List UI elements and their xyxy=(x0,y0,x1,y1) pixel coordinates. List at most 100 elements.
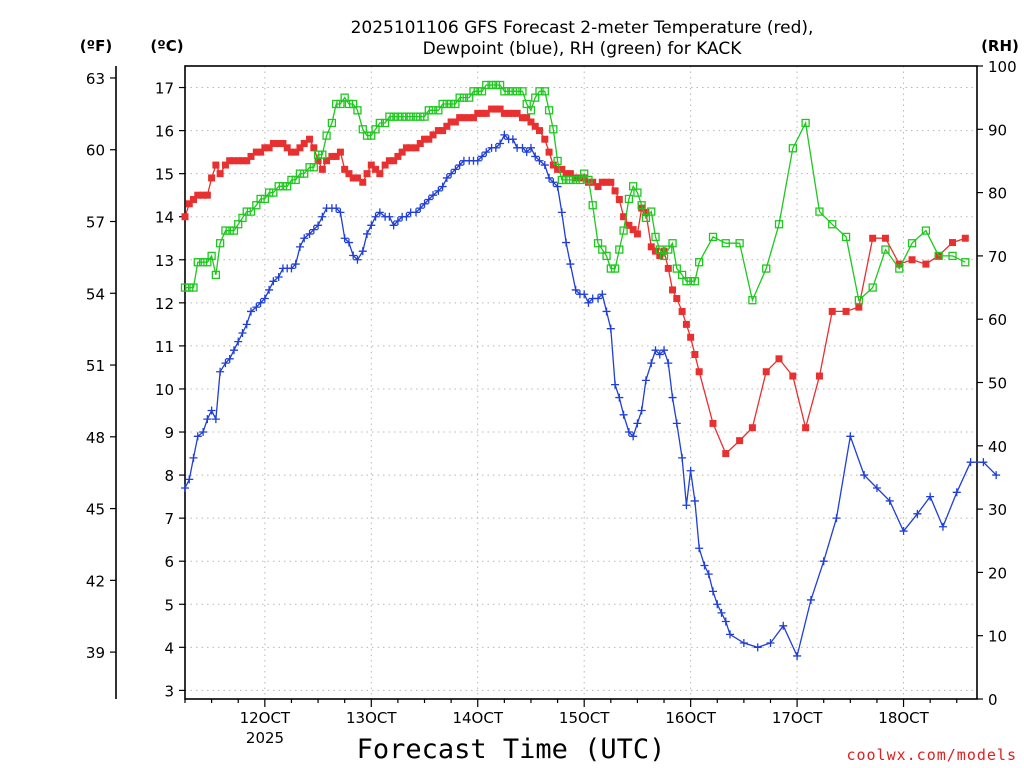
dewpoint-point xyxy=(846,432,855,441)
temperature-point xyxy=(456,114,464,122)
dewpoint-point xyxy=(584,298,593,307)
dewpoint-point xyxy=(491,143,500,152)
temperature-point xyxy=(709,419,717,427)
rh-point xyxy=(495,80,505,90)
dewpoint-point xyxy=(806,595,815,604)
temperature-point xyxy=(594,183,602,191)
dewpoint-point xyxy=(682,501,691,510)
dewpoint-point xyxy=(571,285,580,294)
dewpoint-point xyxy=(189,453,198,462)
rh-point xyxy=(602,251,611,261)
dewpoint-point xyxy=(185,475,194,484)
dewpoint-point xyxy=(860,471,869,480)
temperature-point xyxy=(762,368,770,376)
dewpoint-point xyxy=(678,453,687,462)
rh-point xyxy=(522,99,531,109)
rh-point xyxy=(512,87,522,96)
temperature-point xyxy=(492,105,500,113)
temperature-point xyxy=(908,256,916,264)
rh-point xyxy=(380,118,390,128)
temperature-point xyxy=(181,213,189,221)
temperature-point xyxy=(633,230,641,238)
temperature-point xyxy=(691,351,699,359)
dewpoint-point xyxy=(447,169,456,178)
rh-point xyxy=(451,99,460,109)
dewpoint-point xyxy=(193,432,202,441)
temperature-point xyxy=(842,307,850,315)
temperature-point xyxy=(500,109,508,117)
rh-point xyxy=(672,264,681,273)
dewpoint-point xyxy=(700,561,709,570)
dewpoint-point xyxy=(832,514,841,523)
dewpoint-point xyxy=(655,350,664,359)
dewpoint-point xyxy=(274,273,283,281)
rh-point xyxy=(774,220,784,229)
rh-point xyxy=(291,175,300,185)
celsius-tick-label: 15 xyxy=(155,166,174,184)
dewpoint-point xyxy=(455,161,464,170)
celsius-tick-label: 14 xyxy=(155,209,174,227)
temperature-point xyxy=(443,122,451,130)
temperature-point xyxy=(474,109,482,117)
dewpoint-point xyxy=(353,255,362,264)
x-tick-label: 18OCT xyxy=(878,709,929,727)
rh-point xyxy=(221,226,230,235)
temperature-point xyxy=(447,118,455,126)
dewpoint-point xyxy=(340,234,349,243)
rh-point xyxy=(367,131,376,140)
rh-point xyxy=(610,264,620,273)
rh-point xyxy=(193,258,202,267)
rh-point xyxy=(455,93,464,102)
rh-point xyxy=(393,112,403,121)
rh-point xyxy=(416,112,425,121)
fahrenheit-tick-label: 60 xyxy=(86,142,105,160)
dewpoint-point xyxy=(478,152,486,161)
temperature-point xyxy=(881,234,889,242)
rh-tick-label: 100 xyxy=(988,58,1017,76)
temperature-point xyxy=(381,161,389,169)
rh-point xyxy=(264,188,274,197)
celsius-tick-label: 16 xyxy=(155,123,174,141)
rh-line xyxy=(185,84,966,303)
rh-point xyxy=(788,144,797,153)
rh-point xyxy=(491,80,500,90)
rh-point xyxy=(332,99,341,109)
rh-point xyxy=(234,220,243,229)
rh-point xyxy=(398,112,407,121)
rh-tick-label: 40 xyxy=(988,438,1007,456)
dewpoint-point xyxy=(234,337,243,346)
dewpoint-point xyxy=(265,285,274,294)
dewpoint-point xyxy=(300,234,309,243)
temperature-point xyxy=(607,178,615,186)
dewpoint-point xyxy=(549,178,558,187)
rh-point xyxy=(828,220,837,229)
dewpoint-point xyxy=(629,432,638,441)
fahrenheit-tick-label: 63 xyxy=(86,70,105,88)
dewpoint-point xyxy=(238,328,247,337)
rh-tick-label: 10 xyxy=(988,628,1007,646)
celsius-tick-label: 7 xyxy=(164,510,174,528)
dewpoint-point xyxy=(318,212,327,221)
fahrenheit-tick-label: 42 xyxy=(86,572,105,590)
credit-link[interactable]: coolwx.com/models xyxy=(846,746,1017,764)
celsius-tick-label: 4 xyxy=(164,639,174,657)
dewpoint-point xyxy=(260,294,269,303)
temperature-point xyxy=(465,114,473,122)
temperature-point xyxy=(269,140,277,148)
dewpoint-point xyxy=(363,229,372,238)
rh-point xyxy=(615,245,624,254)
rh-point xyxy=(557,175,566,185)
rh-point xyxy=(305,163,314,172)
rh-point xyxy=(198,258,208,267)
temperature-point xyxy=(372,165,380,173)
dewpoint-point xyxy=(420,199,429,208)
temperature-point xyxy=(257,148,265,156)
rh-point xyxy=(287,175,296,185)
rh-point xyxy=(411,112,421,121)
temperature-point xyxy=(300,140,308,148)
rh-point xyxy=(868,283,877,292)
dewpoint-point xyxy=(562,238,571,247)
rh-axis-label: (RH) xyxy=(981,37,1019,55)
temperature-point xyxy=(642,208,650,216)
x-tick-label: 13OCT xyxy=(346,709,397,727)
